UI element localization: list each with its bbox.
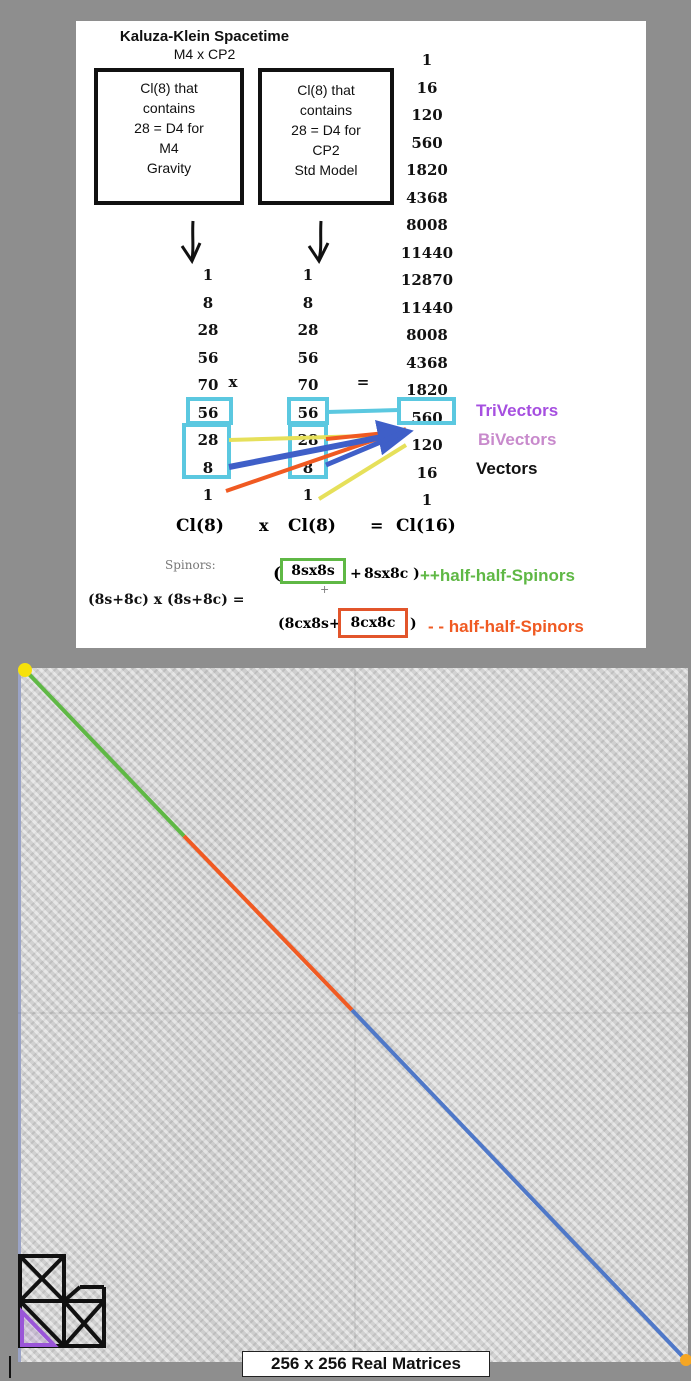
paren-close: ) xyxy=(410,616,417,632)
matrix-caption: 256 x 256 Real Matrices xyxy=(242,1351,490,1377)
term-8s-8c: 8sx8c ) xyxy=(364,566,420,582)
down-arrow-icon xyxy=(190,220,195,260)
cl16-dimension: 4368 xyxy=(406,188,448,207)
cl8-dimension: 56 xyxy=(197,403,219,422)
cl16-dimension: 1820 xyxy=(406,161,448,179)
purple-triangle-icon xyxy=(20,1307,59,1347)
cl16-dimension: 4368 xyxy=(406,353,448,372)
cl16-dimension: 1 xyxy=(421,491,433,509)
down-arrow-icon xyxy=(307,242,330,264)
diagram-title: Kaluza-Klein Spacetime xyxy=(119,28,290,45)
vectors-label: Vectors xyxy=(476,459,538,478)
box-line: 28 = D4 for xyxy=(134,120,204,136)
plus-sign: + xyxy=(350,566,362,582)
cl16-dimension: 1820 xyxy=(406,381,448,399)
end-dot-icon xyxy=(680,1354,691,1366)
paren-open: ( xyxy=(273,564,282,584)
cl8-dimension: 70 xyxy=(297,376,319,394)
trivectors-label: TriVectors xyxy=(476,401,559,420)
arrows-overlay xyxy=(180,220,456,501)
cl8-dimension: 28 xyxy=(297,321,319,339)
box-line: Cl(8) that xyxy=(140,80,198,96)
cl8-dimension: 56 xyxy=(197,348,219,367)
cl8-dimension: 8 xyxy=(302,458,314,477)
diagonal-blue-segment xyxy=(350,1008,688,1362)
vertical-plus: + xyxy=(320,583,330,596)
box-line: contains xyxy=(299,102,353,118)
diagonal-green-segment xyxy=(23,668,186,838)
down-arrow-icon xyxy=(180,242,202,265)
box-line: contains xyxy=(142,100,196,116)
box-line: M4 xyxy=(159,140,179,156)
cl8-dimension: 28 xyxy=(197,321,219,339)
spinors-lhs: (8s+8c) x (8s+8c) = xyxy=(88,592,245,608)
cl8-left-label: Cl(8) xyxy=(176,516,224,536)
blue-arrow-8-right xyxy=(325,430,403,468)
times-operator: x xyxy=(228,373,238,391)
box-line: Gravity xyxy=(146,160,192,176)
start-dot-icon xyxy=(18,663,32,677)
cl16-dimension: 16 xyxy=(416,78,438,97)
box-line: Cl(8) that xyxy=(297,82,355,98)
cl16-dimension: 120 xyxy=(411,436,443,454)
cl16-dimension: 8008 xyxy=(406,216,448,234)
cl8-gravity-box: Cl(8) that contains 28 = D4 for M4 Gravi… xyxy=(94,68,244,205)
box-line: 28 = D4 for xyxy=(291,122,361,138)
cl16-dimension: 12870 xyxy=(400,271,454,289)
cl8-right-label: Cl(8) xyxy=(288,516,336,536)
term-8s-8s: 8sx8s xyxy=(280,558,346,584)
matrix-left-edge xyxy=(18,668,21,1362)
cl8-dimension: 8 xyxy=(302,293,314,312)
box-line: Std Model xyxy=(294,162,358,178)
cl8-dimension: 1 xyxy=(302,486,314,504)
cl16-dimension: 560 xyxy=(411,133,443,152)
cl16-dimension: 1 xyxy=(421,51,433,69)
cl16-dimension: 11440 xyxy=(400,298,454,317)
diagonal-orange-segment xyxy=(182,834,354,1012)
mm-half-spinors-label: - - half-half-Spinors xyxy=(428,617,584,636)
cl16-label: Cl(16) xyxy=(396,516,456,536)
highlight-28-8-left xyxy=(182,423,231,479)
bivectors-label: BiVectors xyxy=(478,430,557,449)
cl8-dimension: 8 xyxy=(202,458,214,477)
cl8-std-model-box: Cl(8) that contains 28 = D4 for CP2 Std … xyxy=(258,68,394,205)
cl16-dimension: 120 xyxy=(411,106,443,124)
cl-equals: = xyxy=(370,516,384,535)
lattice-icon xyxy=(18,1254,106,1348)
cl16-dimension: 11440 xyxy=(400,243,454,262)
cl8-dimension: 8 xyxy=(202,293,214,312)
cl8-dimension: 1 xyxy=(202,486,214,504)
cl8-dimension: 70 xyxy=(197,376,219,394)
cl8-dimension: 56 xyxy=(297,348,319,367)
blue-arrow-8-left xyxy=(228,419,414,470)
cl8-dimension: 1 xyxy=(202,266,214,284)
cl8-dimension: 56 xyxy=(297,403,319,422)
cl16-dimension: 16 xyxy=(416,463,438,482)
down-arrow-icon xyxy=(317,220,323,260)
cl8-dimension: 28 xyxy=(297,431,319,449)
cl8-dimension: 28 xyxy=(197,431,219,449)
box-line: CP2 xyxy=(312,142,340,158)
cl16-dimension: 8008 xyxy=(406,326,448,344)
clifford-diagram-panel: Kaluza-Klein Spacetime M4 x CP2 Cl(8) th… xyxy=(76,21,646,648)
term-8c-8s: (8cx8s+ xyxy=(278,616,341,632)
pp-half-spinors-label: ++half-half-Spinors xyxy=(420,566,575,585)
spinors-label: Spinors: xyxy=(165,558,216,572)
equals-operator: = xyxy=(356,373,370,391)
cl-times: x xyxy=(259,516,269,535)
connector-56-560 xyxy=(326,408,400,414)
highlight-28-8-right xyxy=(288,423,328,479)
term-8c-8c: 8cx8c xyxy=(338,608,408,638)
cl8-dimension: 1 xyxy=(302,266,314,284)
diagram-subtitle: M4 x CP2 xyxy=(173,46,236,62)
